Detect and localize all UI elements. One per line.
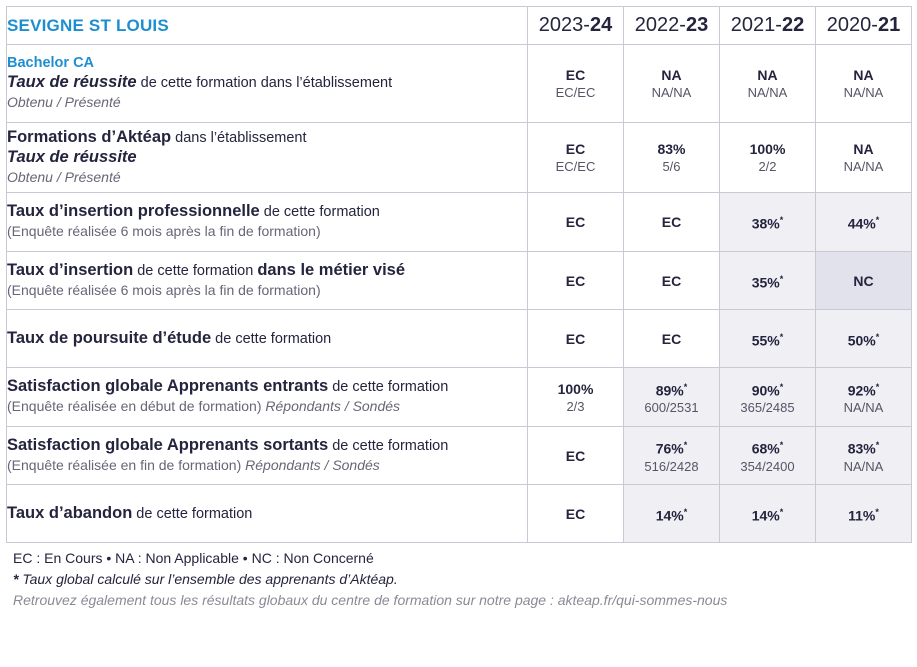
row-label: Bachelor CA Taux de réussite de cette fo… — [6, 44, 528, 123]
year-2023-24: 2023-24 — [527, 6, 624, 45]
value-cell: EC — [623, 192, 720, 252]
value-cell: EC — [527, 426, 624, 485]
value-cell: EC — [527, 484, 624, 543]
value-cell: 100% 2/2 — [719, 122, 816, 193]
value-cell: 11%* — [815, 484, 912, 543]
row-insertion-pro: Taux d’insertion professionnelle de cett… — [6, 192, 912, 252]
value-cell: NC — [815, 251, 912, 310]
value-cell: EC — [623, 251, 720, 310]
legend: EC : En Cours • NA : Non Applicable • NC… — [13, 548, 727, 611]
value-cell: 90%* 365/2485 — [719, 367, 816, 427]
row-formations-akteap: Formations d’Aktéap dans l’établissement… — [6, 122, 912, 193]
value-cell: 92%* NA/NA — [815, 367, 912, 427]
value-cell: NA NA/NA — [815, 122, 912, 193]
value-cell: 68%* 354/2400 — [719, 426, 816, 485]
row-label: Formations d’Aktéap dans l’établissement… — [6, 122, 528, 193]
row-insertion-metier: Taux d’insertion de cette formation dans… — [6, 251, 912, 310]
value-cell: NA NA/NA — [623, 44, 720, 123]
value-cell: 14%* — [623, 484, 720, 543]
value-cell: 83%* NA/NA — [815, 426, 912, 485]
year-2021-22: 2021-22 — [719, 6, 816, 45]
value-cell: 35%* — [719, 251, 816, 310]
value-cell: EC — [527, 251, 624, 310]
legend-abbreviations: EC : En Cours • NA : Non Applicable • NC… — [13, 550, 374, 566]
value-cell: EC — [527, 192, 624, 252]
row-poursuite-etude: Taux de poursuite d’étude de cette forma… — [6, 309, 912, 368]
value-cell: EC EC/EC — [527, 122, 624, 193]
value-cell: 14%* — [719, 484, 816, 543]
value-cell: NA NA/NA — [815, 44, 912, 123]
row-taux-reussite-formation: Bachelor CA Taux de réussite de cette fo… — [6, 44, 912, 123]
program-name: Bachelor CA — [7, 55, 95, 71]
results-table: SEVIGNE ST LOUIS 2023-24 2022-23 2021-22… — [6, 6, 912, 543]
value-cell: 38%* — [719, 192, 816, 252]
row-label: Taux d’insertion de cette formation dans… — [6, 251, 528, 310]
year-2022-23: 2022-23 — [623, 6, 720, 45]
row-satisfaction-sortants: Satisfaction globale Apprenants sortants… — [6, 426, 912, 485]
row-label: Taux d’abandon de cette formation — [6, 484, 528, 543]
value-cell: 44%* — [815, 192, 912, 252]
value-cell: NA NA/NA — [719, 44, 816, 123]
row-label: Taux d’insertion professionnelle de cett… — [6, 192, 528, 252]
value-cell: 83% 5/6 — [623, 122, 720, 193]
value-cell: 55%* — [719, 309, 816, 368]
row-satisfaction-entrants: Satisfaction globale Apprenants entrants… — [6, 367, 912, 427]
value-cell: 100% 2/3 — [527, 367, 624, 427]
value-cell: 76%* 516/2428 — [623, 426, 720, 485]
legend-footnote: * Taux global calculé sur l’ensemble des… — [13, 571, 398, 587]
value-cell: EC — [623, 309, 720, 368]
header-row: SEVIGNE ST LOUIS 2023-24 2022-23 2021-22… — [6, 6, 912, 45]
row-abandon: Taux d’abandon de cette formation EC 14%… — [6, 484, 912, 543]
value-cell: EC — [527, 309, 624, 368]
value-cell: 89%* 600/2531 — [623, 367, 720, 427]
row-label: Satisfaction globale Apprenants entrants… — [6, 367, 528, 427]
year-2020-21: 2020-21 — [815, 6, 912, 45]
value-cell: 50%* — [815, 309, 912, 368]
legend-link-note: Retrouvez également tous les résultats g… — [13, 592, 728, 608]
row-label: Satisfaction globale Apprenants sortants… — [6, 426, 528, 485]
school-name: SEVIGNE ST LOUIS — [6, 6, 528, 45]
row-label: Taux de poursuite d’étude de cette forma… — [6, 309, 528, 368]
value-cell: EC EC/EC — [527, 44, 624, 123]
